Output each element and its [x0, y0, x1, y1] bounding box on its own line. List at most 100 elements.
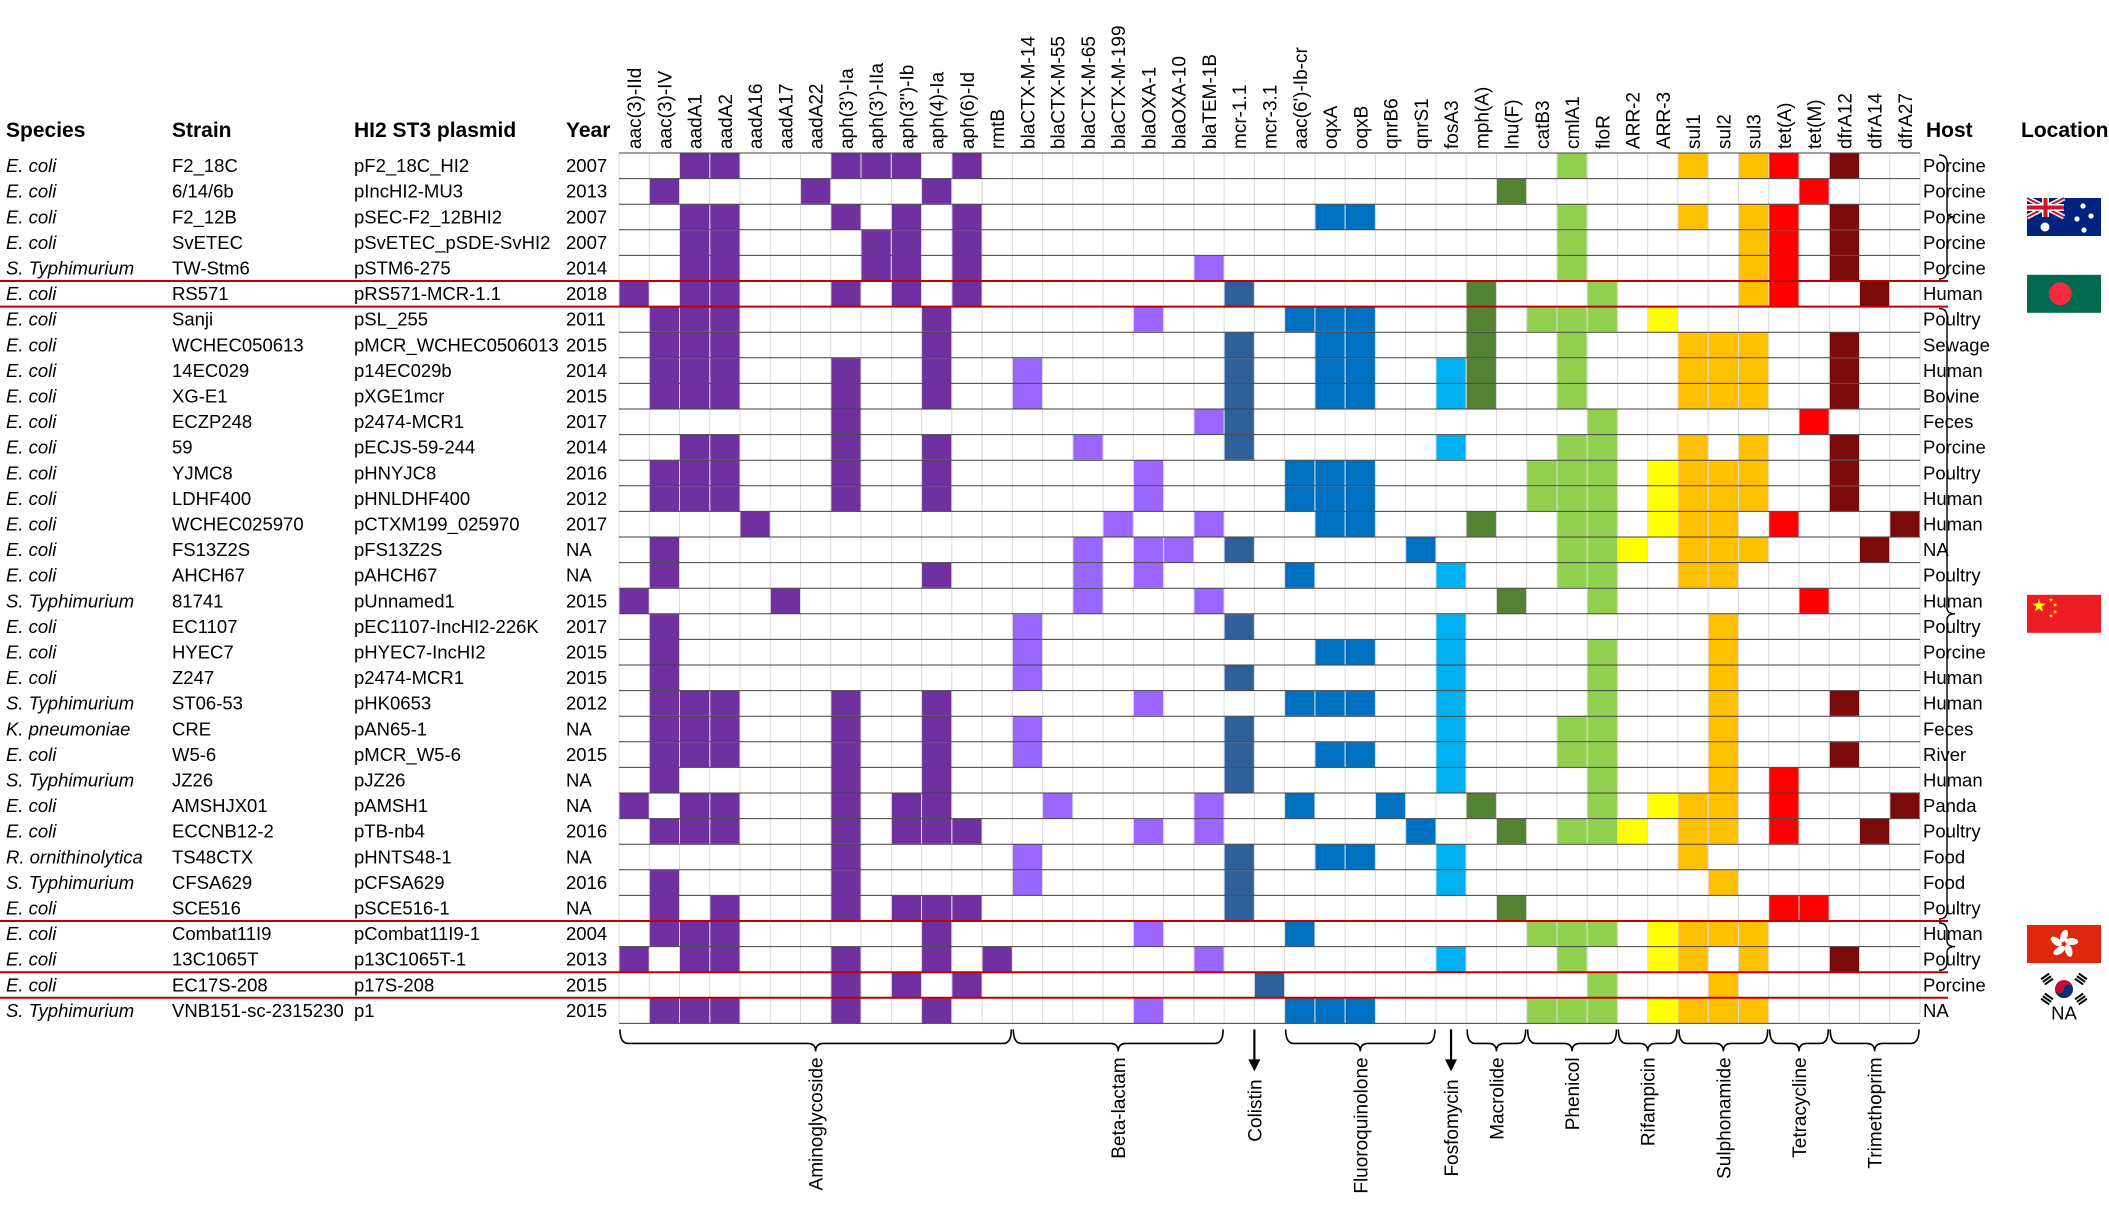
cell-eccnb12-2-aph-3-ib	[891, 819, 922, 844]
row-strain: RS571	[172, 283, 229, 304]
row-host: Poultry	[1923, 821, 1981, 842]
cell-wchec050613-oqxa	[1315, 332, 1345, 358]
row-plasmid: pXGE1mcr	[354, 386, 444, 407]
cell-tw-stm6-cmla1	[1557, 255, 1587, 281]
row-species: E. coli	[6, 616, 57, 637]
cell-amshjx01-mph-a	[1466, 793, 1497, 819]
row-year: 2014	[566, 258, 607, 279]
class-label-macrolide: Macrolide	[1487, 1057, 1508, 1139]
cell-svetec-aph-3-ib	[891, 230, 922, 255]
row-year: 2004	[566, 923, 607, 944]
cell-amshjx01-flor	[1587, 793, 1618, 819]
cell-tw-stm6-blatem-1b	[1194, 255, 1224, 281]
cell-tw-stm6-tet-a	[1769, 255, 1799, 281]
cell-w5-6-aph-4-ia	[921, 742, 952, 767]
cell-ec1107-fosa3	[1436, 614, 1466, 639]
cell-eccnb12-2-aac-3-iv	[649, 819, 680, 844]
cell-f2-18c-aph-6-id	[952, 153, 982, 179]
cell-13c1065t-sul3	[1738, 947, 1769, 972]
cell-jz26-aph-4-ia	[921, 767, 952, 793]
cell-59-cmla1	[1557, 435, 1587, 460]
row-plasmid: pUnnamed1	[354, 590, 455, 611]
cell-ts48ctx-sul1	[1678, 844, 1708, 870]
cell-f2-18c-sul3	[1738, 153, 1769, 179]
cell-13c1065t-aph-4-ia	[921, 947, 952, 972]
cell-amshjx01-qnrb6	[1375, 793, 1406, 819]
cell-rs571-tet-a	[1769, 281, 1799, 307]
cell-f2-18c-aph-3-ia	[831, 153, 861, 179]
cell-sce516-mcr-1-1	[1224, 895, 1254, 921]
gene-label-oqxb: oqxB	[1351, 106, 1372, 149]
cell-amshjx01-aada2	[710, 793, 740, 819]
gene-label-lnu-f: lnu(F)	[1503, 99, 1524, 149]
cell-cfsa629-fosa3	[1436, 870, 1466, 895]
cell-combat11i9-aph-4-ia	[921, 921, 952, 947]
gene-label-aph-3-ib: aph(3'')-Ib	[897, 65, 918, 149]
row-plasmid: pHNYJC8	[354, 462, 436, 483]
row-species: E. coli	[6, 898, 57, 919]
row-host: Porcine	[1923, 642, 1986, 663]
cell-w5-6-cmla1	[1557, 742, 1587, 767]
gene-label-arr-2: ARR-2	[1624, 92, 1645, 149]
cell-eccnb12-2-aada1	[679, 819, 710, 844]
cell-sanji-aac-6-ib-cr	[1285, 307, 1315, 332]
cell-wchec025970-cmla1	[1557, 511, 1587, 537]
row-plasmid: p1	[354, 1000, 375, 1021]
cell-ldhf400-aada1	[679, 486, 710, 511]
cell-st06-53-sul2	[1708, 691, 1739, 716]
cell-13c1065t-arr-3	[1648, 947, 1678, 972]
cell-hyec7-oqxa	[1315, 639, 1345, 665]
cell-eccnb12-2-blaoxa-1	[1133, 819, 1164, 844]
cell-wchec050613-aac-3-iv	[649, 332, 680, 358]
cell-wchec050613-aada1	[679, 332, 710, 358]
row-strain: Combat11I9	[172, 923, 271, 944]
cell-yjmc8-flor	[1587, 460, 1618, 486]
cell-yjmc8-aph-3-ia	[831, 460, 861, 486]
gene-label-dfra12: dfrA12	[1835, 93, 1856, 149]
row-species: S. Typhimurium	[6, 258, 134, 279]
row-species: E. coli	[6, 283, 57, 304]
cell-combat11i9-aada1	[679, 921, 710, 947]
cell-xg-e1-aph-4-ia	[921, 383, 952, 409]
row-plasmid: pJZ26	[354, 770, 405, 791]
cell-14ec029-aada2	[710, 358, 740, 383]
cell-vnb151-sc-2315230-cmla1	[1557, 998, 1587, 1023]
cell-14ec029-aph-4-ia	[921, 358, 952, 383]
cell-sanji-aph-4-ia	[921, 307, 952, 332]
cell-fs13z2s-arr-2	[1617, 537, 1648, 563]
row-species: E. coli	[6, 923, 57, 944]
tetracycline-bracket	[1768, 1029, 1830, 1052]
cell-z247-aac-3-iv	[649, 665, 680, 691]
row-strain: ECZP248	[172, 411, 252, 432]
row-year: 2015	[566, 744, 607, 765]
gene-label-aada2: aadA2	[716, 94, 737, 149]
row-strain: SvETEC	[172, 232, 243, 253]
cell-ldhf400-oqxa	[1315, 486, 1345, 511]
row-year: 2014	[566, 360, 607, 381]
cell-combat11i9-aac-6-ib-cr	[1285, 921, 1315, 947]
cell-ts48ctx-blactx-m-14	[1012, 844, 1043, 870]
row-year: 2015	[566, 1000, 607, 1021]
cell-sanji-arr-3	[1648, 307, 1678, 332]
row-host: Panda	[1923, 795, 1977, 816]
cell-sanji-aada2	[710, 307, 740, 332]
cell-w5-6-blactx-m-14	[1012, 742, 1043, 767]
cell-14ec029-aac-3-iv	[649, 358, 680, 383]
row-strain: ECCNB12-2	[172, 821, 274, 842]
row-year: 2014	[566, 437, 607, 458]
cell-eczp248-aph-3-ia	[831, 409, 861, 435]
gene-label-aada22: aadA22	[807, 83, 828, 149]
australia-flag-icon	[2025, 195, 2101, 236]
row-plasmid: pAN65-1	[354, 718, 427, 739]
row-year: 2015	[566, 334, 607, 355]
gene-labels: aac(3)-IId aac(3)-IV aadA1 aadA2 aadA16 aadA1…	[625, 25, 1917, 149]
cell-eccnb12-2-arr-2	[1617, 819, 1648, 844]
cell-wchec050613-aph-4-ia	[921, 332, 952, 358]
cell-cre-flor	[1587, 716, 1618, 742]
cell-59-aph-4-ia	[921, 435, 952, 460]
cell-6-14-6b-tet-m	[1799, 179, 1829, 204]
cell-st06-53-aac-3-iv	[649, 691, 680, 716]
row-host: Human	[1923, 923, 1983, 944]
row-year: 2015	[566, 590, 607, 611]
cell-f2-18c-sul1	[1678, 153, 1708, 179]
